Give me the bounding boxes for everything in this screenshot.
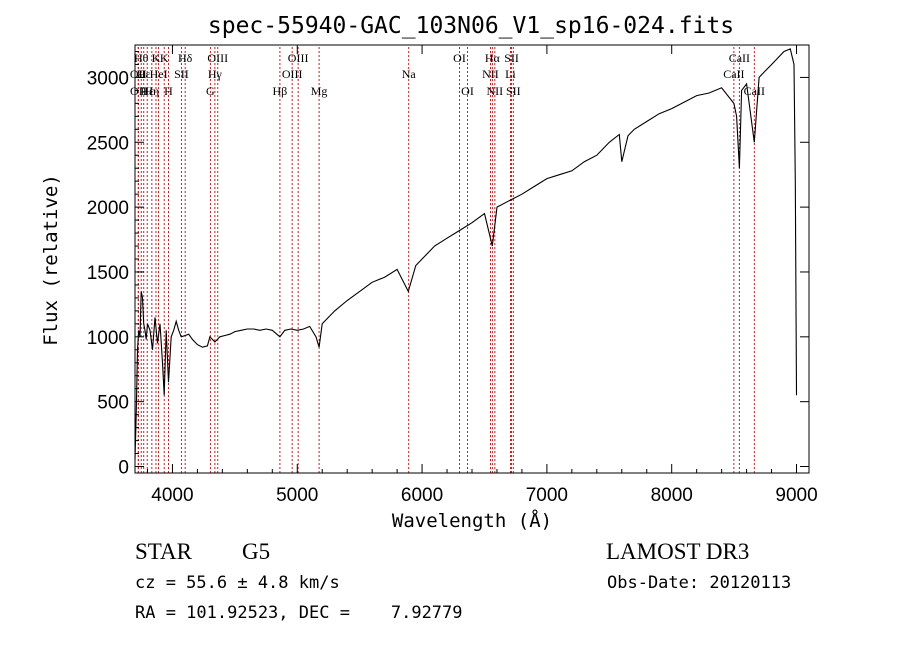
x-tick-label: 6000 [401,485,443,506]
line-marker-label: NII [482,67,499,81]
line-marker-label: Hβ [273,84,288,98]
y-tick-label: 1500 [87,263,129,284]
line-marker-label: Hε [140,84,154,98]
object-class: STAR [135,539,192,564]
line-marker-labels: HθOIIOIIHεHεHηKHeIKHSIIHδGHγOIIIHβOIIIOI… [130,51,765,98]
line-marker-label: CaII [729,51,750,65]
line-marker-label: Li [505,67,516,81]
y-axis-label: Flux (relative) [40,174,62,346]
line-marker-label: K [152,51,161,65]
y-tick-label: 2000 [87,198,129,219]
line-marker-label: K [160,51,169,65]
x-tick-label: 7000 [526,485,568,506]
object-subclass: G5 [242,539,271,564]
x-tick-label: 9000 [775,485,817,506]
line-marker-label: OIII [282,67,303,81]
spectrum-line [134,48,798,461]
line-marker-label: Hγ [208,67,223,81]
line-marker-label: Mg [311,84,328,98]
line-marker-label: SII [506,84,521,98]
redshift-velocity: cz = 55.6 ± 4.8 km/s [135,573,340,593]
line-marker-label: OII [130,84,147,98]
line-marker-label: HeI [150,67,168,81]
line-marker-label: G [206,84,215,98]
x-axis-label: Wavelength (Å) [392,509,552,532]
y-tick-label: 0 [118,458,129,479]
line-marker-label: OI [453,51,466,65]
line-marker-label: Hθ [134,51,149,65]
line-marker-label: Hδ [178,51,193,65]
line-markers [137,47,755,473]
x-tick-label: 8000 [651,485,693,506]
line-marker-label: Hε [137,67,151,81]
coordinates: RA = 101.92523, DEC = 7.92779 [135,603,463,623]
line-marker-label: OIII [207,51,228,65]
line-marker-label: CaII [723,67,744,81]
line-marker-label: SII [504,51,519,65]
line-marker-label: CaII [744,84,765,98]
x-axis: 4000 5000 6000 7000 8000 9000 [146,45,818,506]
plot-frame [134,44,810,474]
observation-date: Obs-Date: 20120113 [607,573,792,593]
line-marker-label: Na [402,67,417,81]
line-marker-label: OI [461,84,474,98]
line-marker-label: Hη [144,84,159,98]
x-tick-label: 4000 [151,485,193,506]
chart-title: spec-55940-GAC_103N06_V1_sp16-024.fits [208,13,734,39]
line-marker-label: OIII [288,51,309,65]
y-tick-label: 3000 [87,68,129,89]
y-tick-label: 2500 [87,133,129,154]
line-marker-label: H [164,84,173,98]
x-tick-label: 5000 [276,485,318,506]
y-tick-label: 1000 [87,328,129,349]
line-marker-label: NII [487,84,504,98]
survey-name: LAMOST DR3 [606,539,750,564]
line-marker-label: SII [174,67,189,81]
line-marker-label: Hα [485,51,501,65]
y-tick-label: 500 [97,393,129,414]
y-axis: 0 500 1000 1500 2000 2500 3000 [87,50,809,479]
